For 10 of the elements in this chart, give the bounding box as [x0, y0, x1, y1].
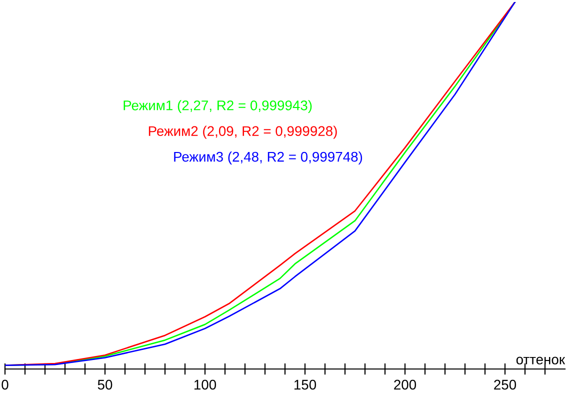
- x-tick-label: 150: [294, 380, 316, 390]
- text: Режим2 (2,09, R2 = 0,999928): [148, 126, 337, 139]
- x-tick-label: 200: [394, 380, 416, 390]
- x-tick-label: 250: [494, 380, 516, 390]
- x-tick-label: 100: [194, 380, 216, 390]
- x-tick-label: 50: [98, 380, 112, 390]
- text: Режим1 (2,27, R2 = 0,999943): [124, 100, 312, 114]
- text: Режим3 (2,48, R2 = 0,999748): [174, 152, 362, 164]
- x-axis-title: оттенок: [516, 356, 566, 364]
- x-tick-label: 0: [2, 380, 8, 390]
